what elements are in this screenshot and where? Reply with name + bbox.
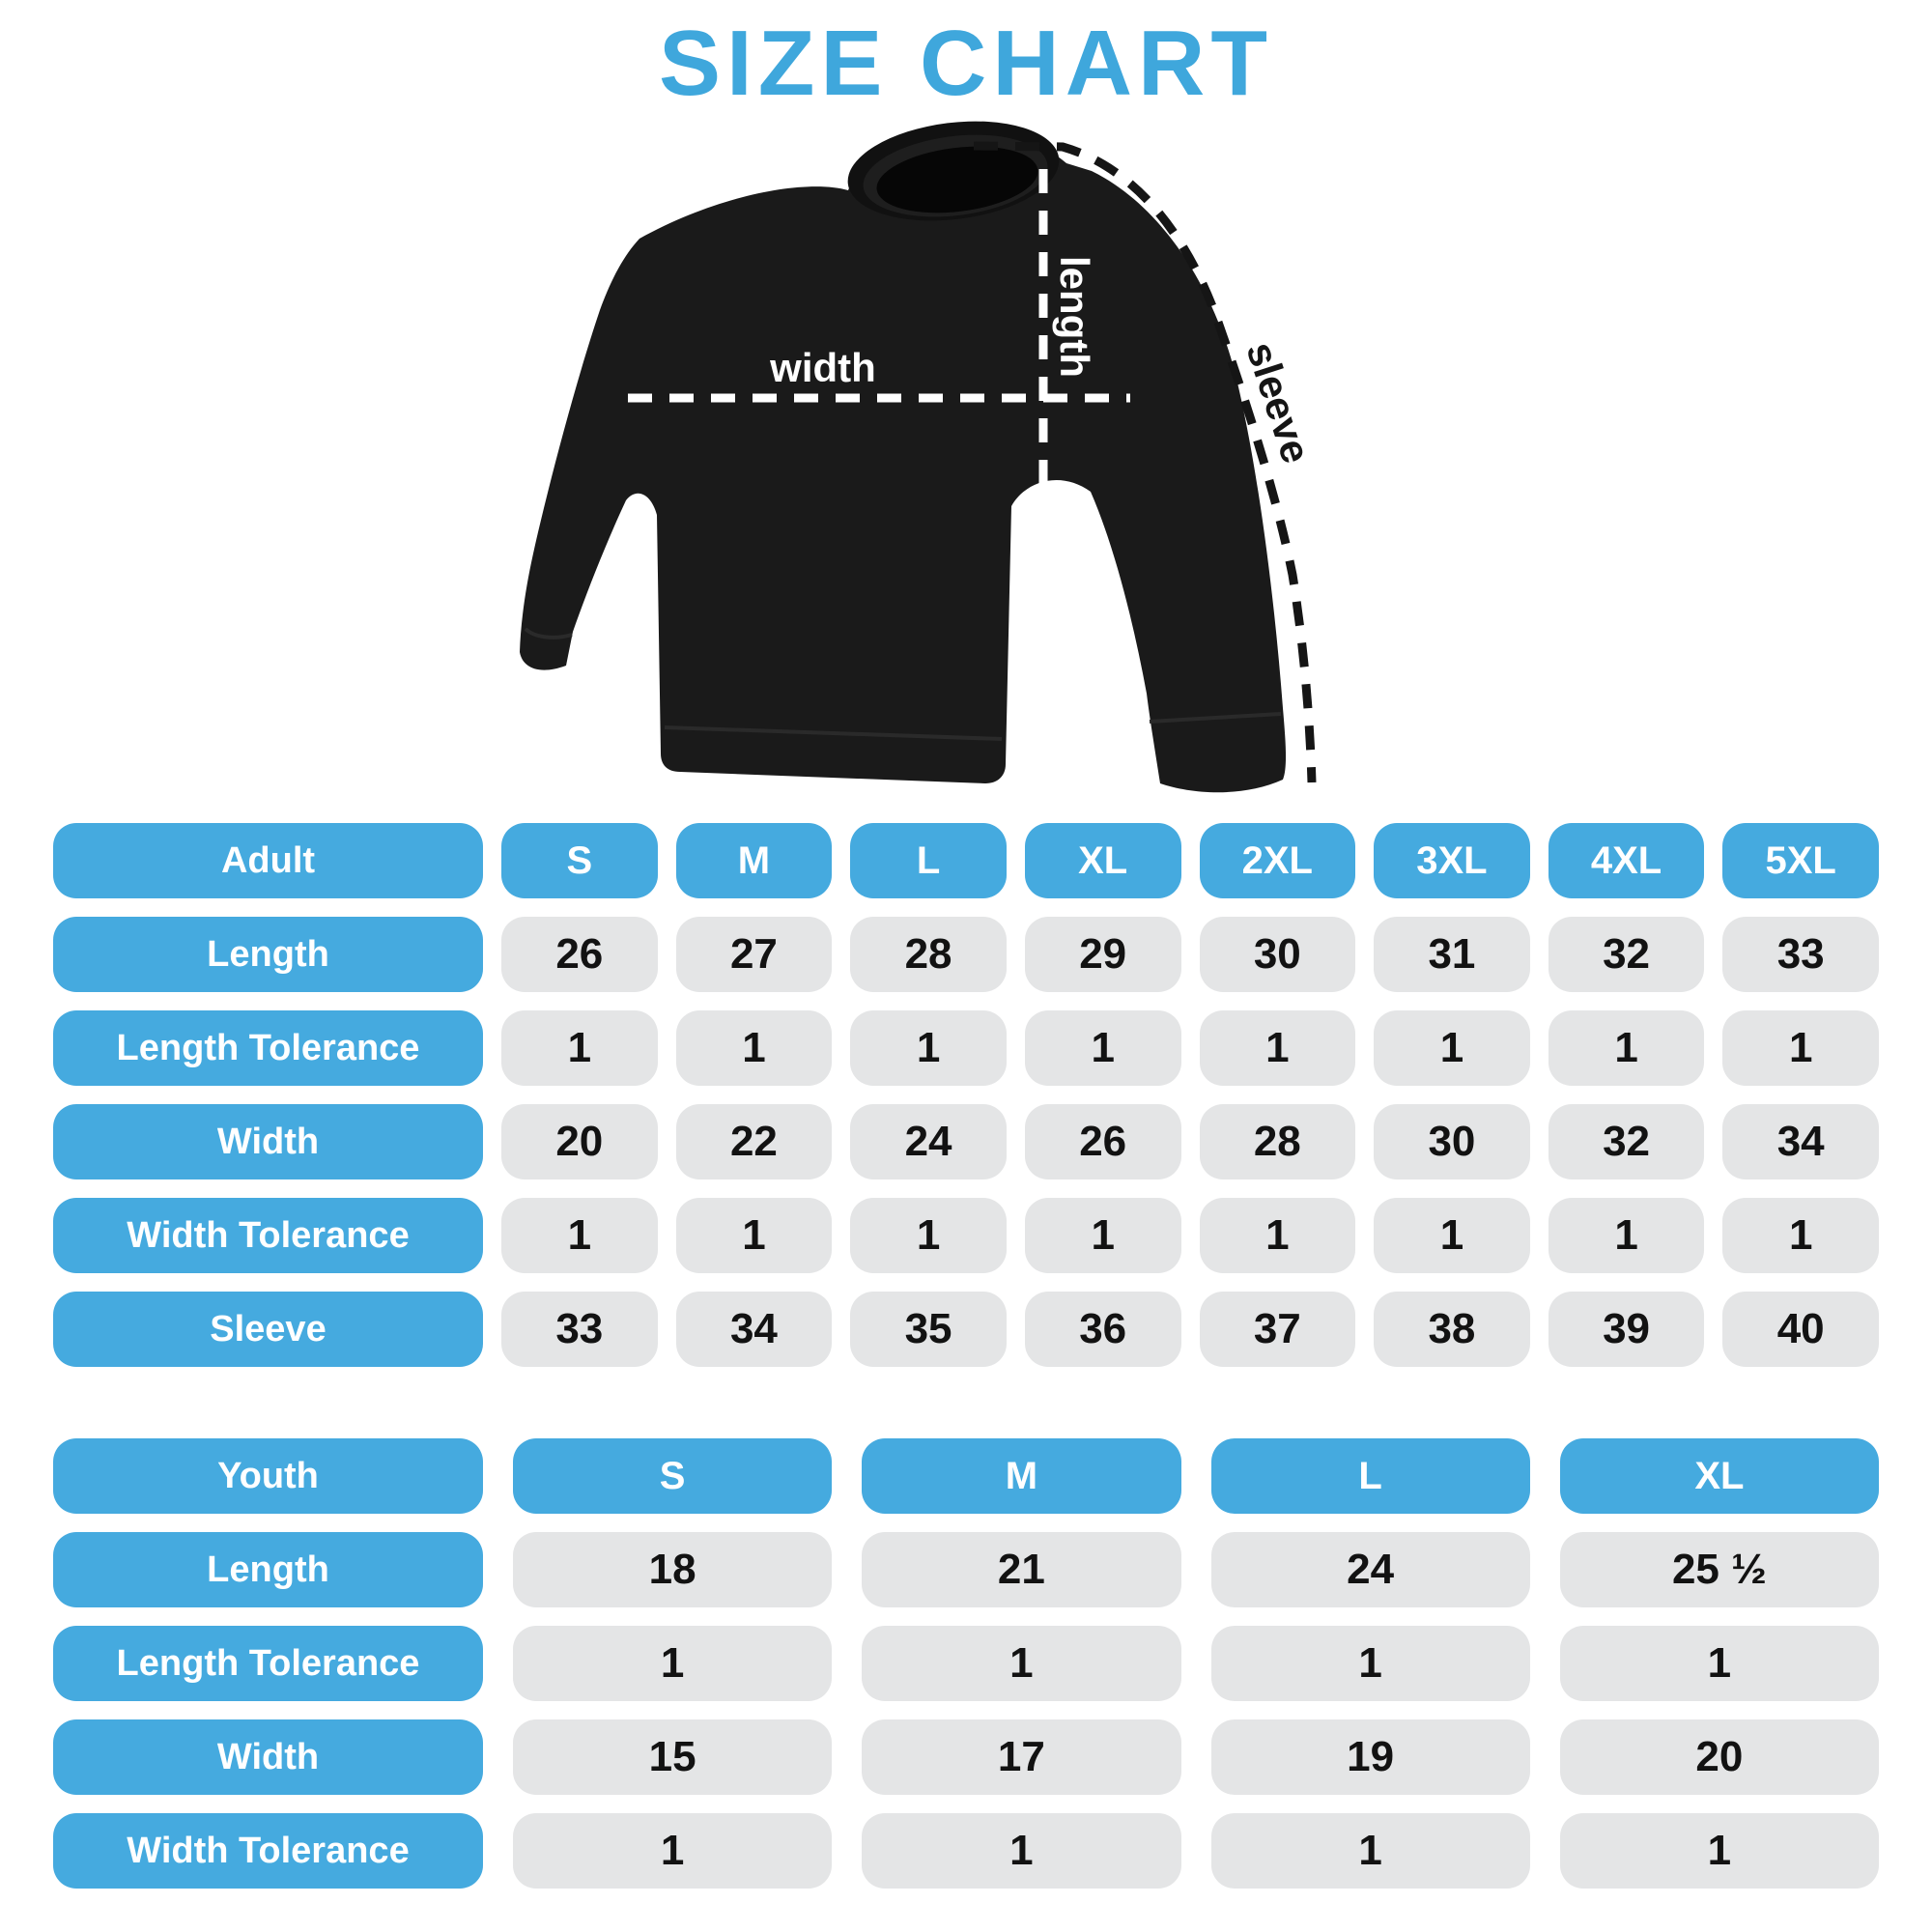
sweatshirt-diagram: width length sleeve (483, 101, 1333, 811)
row-label-pill: Sleeve (53, 1292, 483, 1367)
value-cell: 1 (501, 1010, 658, 1086)
row-label-pill: Length Tolerance (53, 1626, 483, 1701)
value-cell: 20 (1559, 1719, 1879, 1795)
value-cell: 1 (501, 1198, 658, 1273)
right-cuff-seam (1149, 712, 1282, 724)
size-header-pill: L (850, 823, 1007, 898)
value-cell: 17 (862, 1719, 1181, 1795)
value-cell: 26 (501, 917, 658, 992)
value-cell: 26 (1024, 1104, 1181, 1179)
value-cell: 24 (1210, 1532, 1530, 1607)
table-title-pill: Youth (53, 1438, 483, 1514)
value-cell: 1 (1024, 1010, 1181, 1086)
value-cell: 1 (513, 1626, 833, 1701)
size-header-pill: S (513, 1438, 833, 1514)
row-label-pill: Length Tolerance (53, 1010, 483, 1086)
value-cell: 25 ½ (1559, 1532, 1879, 1607)
value-cell: 1 (1199, 1010, 1356, 1086)
value-cell: 1 (1374, 1198, 1530, 1273)
size-header-pill: XL (1024, 823, 1181, 898)
width-measure-label: width (769, 345, 876, 390)
value-cell: 30 (1374, 1104, 1530, 1179)
value-cell: 1 (862, 1626, 1181, 1701)
value-cell: 1 (675, 1010, 833, 1086)
row-label-pill: Length (53, 1532, 483, 1607)
size-header-pill: XL (1559, 1438, 1879, 1514)
value-cell: 18 (513, 1532, 833, 1607)
value-cell: 40 (1722, 1292, 1879, 1367)
value-cell: 27 (675, 917, 833, 992)
sweatshirt-body (520, 124, 1287, 793)
value-cell: 1 (1210, 1626, 1530, 1701)
collar-inner (876, 146, 1038, 213)
value-cell: 28 (850, 917, 1007, 992)
value-cell: 29 (1024, 917, 1181, 992)
hem-seam (664, 725, 1003, 741)
adult-size-table: Adult S M L XL 2XL 3XL 4XL 5XL Length 26 27 28 29 30 31… (53, 823, 1879, 1367)
page-title: SIZE CHART (659, 12, 1273, 115)
value-cell: 1 (675, 1198, 833, 1273)
value-cell: 20 (501, 1104, 658, 1179)
size-header-pill: S (501, 823, 658, 898)
size-header-pill: L (1210, 1438, 1530, 1514)
value-cell: 1 (1374, 1010, 1530, 1086)
value-cell: 36 (1024, 1292, 1181, 1367)
size-header-pill: 3XL (1374, 823, 1530, 898)
length-measure-label: length (1052, 256, 1097, 378)
value-cell: 1 (513, 1813, 833, 1889)
row-label-pill: Length (53, 917, 483, 992)
value-cell: 24 (850, 1104, 1007, 1179)
value-cell: 32 (1548, 917, 1705, 992)
value-cell: 1 (1199, 1198, 1356, 1273)
value-cell: 19 (1210, 1719, 1530, 1795)
value-cell: 1 (1548, 1010, 1705, 1086)
value-cell: 1 (862, 1813, 1181, 1889)
value-cell: 1 (1210, 1813, 1530, 1889)
value-cell: 1 (1548, 1198, 1705, 1273)
row-label-pill: Width (53, 1719, 483, 1795)
row-label-pill: Width Tolerance (53, 1813, 483, 1889)
value-cell: 22 (675, 1104, 833, 1179)
sweatshirt-graphic: width length sleeve (520, 121, 1320, 793)
value-cell: 34 (1722, 1104, 1879, 1179)
value-cell: 31 (1374, 917, 1530, 992)
value-cell: 35 (850, 1292, 1007, 1367)
value-cell: 28 (1199, 1104, 1356, 1179)
value-cell: 30 (1199, 917, 1356, 992)
value-cell: 34 (675, 1292, 833, 1367)
value-cell: 33 (1722, 917, 1879, 992)
left-cuff-seam (524, 627, 573, 639)
value-cell: 1 (1559, 1626, 1879, 1701)
value-cell: 1 (850, 1198, 1007, 1273)
row-label-pill: Width (53, 1104, 483, 1179)
size-header-pill: M (862, 1438, 1181, 1514)
size-header-pill: 5XL (1722, 823, 1879, 898)
size-header-pill: M (675, 823, 833, 898)
row-label-pill: Width Tolerance (53, 1198, 483, 1273)
value-cell: 1 (1559, 1813, 1879, 1889)
table-title-pill: Adult (53, 823, 483, 898)
value-cell: 1 (1722, 1198, 1879, 1273)
value-cell: 15 (513, 1719, 833, 1795)
value-cell: 33 (501, 1292, 658, 1367)
size-header-pill: 2XL (1199, 823, 1356, 898)
value-cell: 39 (1548, 1292, 1705, 1367)
value-cell: 37 (1199, 1292, 1356, 1367)
youth-size-table: Youth S M L XL Length 18 21 24 25 ½ Length Toleran… (53, 1438, 1879, 1889)
value-cell: 38 (1374, 1292, 1530, 1367)
value-cell: 1 (850, 1010, 1007, 1086)
value-cell: 1 (1024, 1198, 1181, 1273)
value-cell: 1 (1722, 1010, 1879, 1086)
size-header-pill: 4XL (1548, 823, 1705, 898)
value-cell: 32 (1548, 1104, 1705, 1179)
value-cell: 21 (862, 1532, 1181, 1607)
